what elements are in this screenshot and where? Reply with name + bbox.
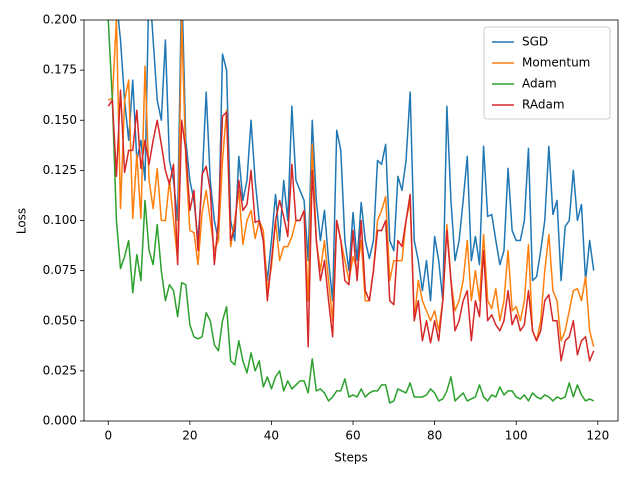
y-tick-label: 0.125 bbox=[43, 163, 77, 177]
legend-label: Adam bbox=[522, 77, 557, 91]
series-line bbox=[107, 20, 595, 347]
y-tick-label: 0.000 bbox=[43, 414, 77, 428]
y-tick-label: 0.025 bbox=[43, 363, 77, 377]
x-tick-label: 60 bbox=[345, 429, 360, 443]
y-tick-label: 0.100 bbox=[43, 213, 77, 227]
series-line bbox=[107, 89, 595, 362]
legend-label: Momentum bbox=[522, 56, 590, 70]
y-tick-label: 0.150 bbox=[43, 113, 77, 127]
y-tick-label: 0.200 bbox=[43, 13, 77, 27]
legend-label: SGD bbox=[522, 35, 548, 49]
legend-box bbox=[483, 26, 611, 120]
x-tick-label: 120 bbox=[586, 429, 609, 443]
plot-lines bbox=[107, 20, 595, 404]
legend-label: RAdam bbox=[522, 98, 565, 112]
y-tick-label: 0.075 bbox=[43, 263, 77, 277]
series-line bbox=[117, 20, 595, 302]
plot-frame bbox=[83, 19, 619, 422]
y-axis-label: Loss bbox=[15, 208, 29, 234]
y-tick-label: 0.175 bbox=[43, 63, 77, 77]
series-line bbox=[107, 20, 595, 404]
x-axis-label: Steps bbox=[334, 451, 368, 465]
x-tick-label: 100 bbox=[505, 429, 528, 443]
y-tick-label: 0.050 bbox=[43, 313, 77, 327]
x-tick-label: 80 bbox=[427, 429, 442, 443]
x-tick-label: 0 bbox=[104, 429, 112, 443]
x-tick-label: 20 bbox=[182, 429, 197, 443]
x-tick-label: 40 bbox=[264, 429, 279, 443]
